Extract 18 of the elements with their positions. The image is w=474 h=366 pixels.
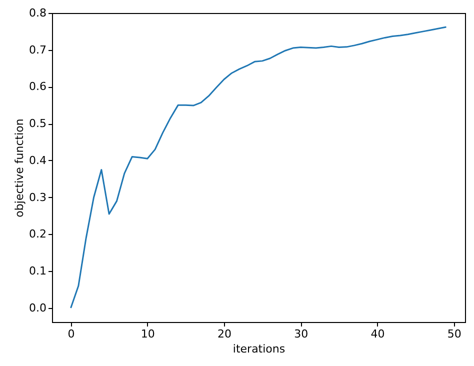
- x-tick-label: 20: [218, 328, 232, 340]
- x-axis-title: iterations: [232, 342, 286, 356]
- y-tick-label: 0.1: [29, 264, 46, 278]
- x-tick-label: 50: [447, 328, 462, 340]
- y-axis-title: objective function: [13, 118, 26, 218]
- y-tick-label: 0.6: [29, 80, 46, 94]
- x-tick-label: 0: [68, 328, 75, 340]
- y-tick-label: 0.5: [29, 117, 46, 130]
- x-tick-label: 40: [370, 328, 385, 340]
- y-tick-label: 0.8: [29, 6, 46, 20]
- y-tick-label: 0.7: [29, 43, 46, 56]
- y-tick-label: 0.2: [29, 228, 46, 241]
- x-tick-label: 10: [140, 328, 155, 340]
- line-series: [70, 26, 447, 309]
- y-tick-label: 0.3: [29, 190, 46, 204]
- y-tick-label: 0.0: [29, 301, 46, 314]
- x-tick-label: 30: [294, 328, 308, 340]
- y-tick-label: 0.4: [29, 154, 46, 167]
